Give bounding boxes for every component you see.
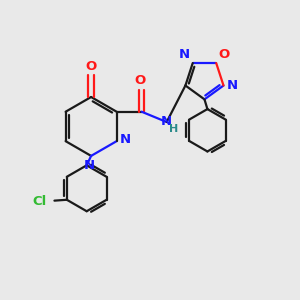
Text: O: O <box>134 74 146 87</box>
Text: N: N <box>226 79 238 92</box>
Text: N: N <box>179 48 190 61</box>
Text: Cl: Cl <box>32 195 47 208</box>
Text: O: O <box>85 60 97 73</box>
Text: N: N <box>84 159 95 172</box>
Text: H: H <box>169 124 178 134</box>
Text: O: O <box>219 48 230 61</box>
Text: N: N <box>161 115 172 128</box>
Text: N: N <box>120 133 131 146</box>
